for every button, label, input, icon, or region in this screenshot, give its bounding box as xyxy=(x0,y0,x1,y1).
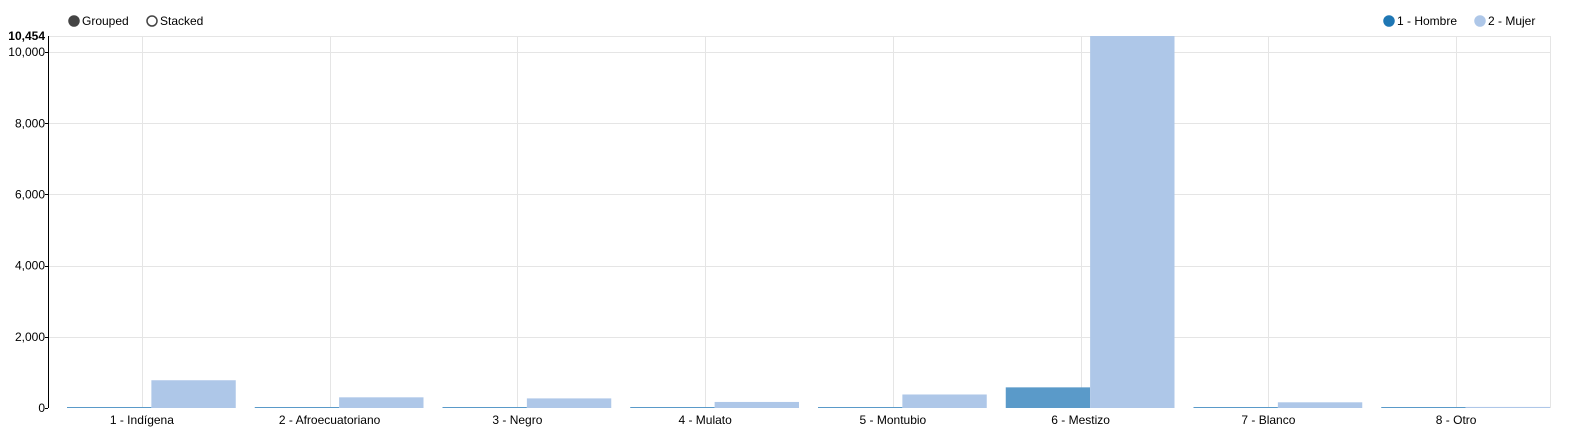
y-tick-label: 6,000 xyxy=(15,187,45,201)
bar-1-hombre-1-indigena[interactable] xyxy=(67,407,152,408)
bars xyxy=(67,36,1550,408)
control-grouped-label: Grouped xyxy=(82,14,129,28)
bar-1-hombre-4-mulato[interactable] xyxy=(630,407,715,408)
x-tick-label-1-indigena: 1 - Indígena xyxy=(110,413,174,427)
bar-2-mujer-6-mestizo[interactable] xyxy=(1090,36,1175,408)
legend-swatch-2-mujer[interactable] xyxy=(1474,15,1486,27)
control-grouped-radio[interactable] xyxy=(68,15,80,27)
bar-1-hombre-3-negro[interactable] xyxy=(442,407,527,408)
bar-2-mujer-8-otro[interactable] xyxy=(1465,406,1550,408)
axes: 0 2,000 4,000 6,000 8,000 10,000 10,454 1 - Ind… xyxy=(8,29,1476,427)
x-tick-label-4-mulato: 4 - Mulato xyxy=(678,413,732,427)
y-tick-label: 4,000 xyxy=(15,259,45,273)
control-grouped[interactable]: Grouped xyxy=(68,14,129,28)
y-tick-label: 2,000 xyxy=(15,330,45,344)
bar-1-hombre-7-blanco[interactable] xyxy=(1193,407,1278,408)
legend-item-1-hombre[interactable]: 1 - Hombre xyxy=(1383,14,1457,28)
control-stacked-radio[interactable] xyxy=(146,15,158,27)
bar-2-mujer-7-blanco[interactable] xyxy=(1277,402,1363,408)
control-stacked-label: Stacked xyxy=(160,14,203,28)
y-tick-label: 0 xyxy=(38,401,45,415)
legend: 1 - Hombre 2 - Mujer xyxy=(1383,14,1535,28)
bar-2-mujer-2-afroecuatoriano[interactable] xyxy=(339,397,424,408)
y-tick-label: 8,000 xyxy=(15,116,45,130)
x-tick-label-2-afroecuatoriano: 2 - Afroecuatoriano xyxy=(279,413,381,427)
x-tick-label-6-mestizo: 6 - Mestizo xyxy=(1051,413,1110,427)
x-tick-label-5-montubio: 5 - Montubio xyxy=(860,413,927,427)
bar-2-mujer-4-mulato[interactable] xyxy=(714,401,799,408)
x-tick-label-3-negro: 3 - Negro xyxy=(492,413,542,427)
x-tick-label-8-otro: 8 - Otro xyxy=(1436,413,1477,427)
legend-item-2-mujer[interactable]: 2 - Mujer xyxy=(1474,14,1535,28)
legend-swatch-1-hombre[interactable] xyxy=(1383,15,1395,27)
bar-1-hombre-5-montubio[interactable] xyxy=(818,407,903,408)
bar-2-mujer-3-negro[interactable] xyxy=(526,398,612,408)
grouped-stacked-controls: Grouped Stacked xyxy=(68,14,203,28)
x-tick-label-7-blanco: 7 - Blanco xyxy=(1241,413,1295,427)
y-tick-label: 10,000 xyxy=(8,45,45,59)
bar-2-mujer-5-montubio[interactable] xyxy=(902,394,987,408)
gridlines xyxy=(48,36,1551,408)
legend-label-1-hombre: 1 - Hombre xyxy=(1397,14,1457,28)
bar-1-hombre-2-afroecuatoriano[interactable] xyxy=(254,407,340,408)
control-stacked[interactable]: Stacked xyxy=(146,14,203,28)
y-max-label: 10,454 xyxy=(8,29,45,43)
legend-label-2-mujer: 2 - Mujer xyxy=(1488,14,1535,28)
bar-1-hombre-8-otro[interactable] xyxy=(1381,407,1466,408)
bar-1-hombre-6-mestizo[interactable] xyxy=(1005,387,1091,408)
bar-2-mujer-1-indigena[interactable] xyxy=(151,380,236,408)
